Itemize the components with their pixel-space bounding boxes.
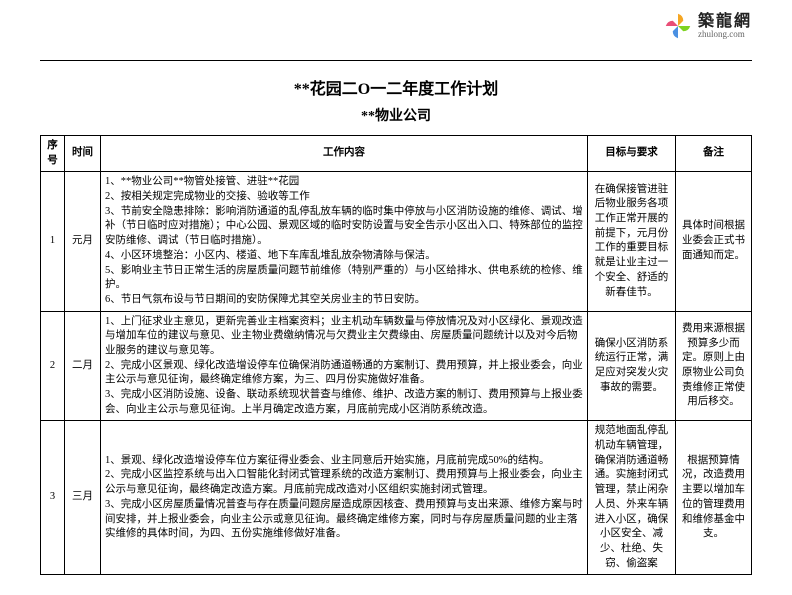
logo-en-text: zhulong.com [698, 30, 752, 39]
doc-title: **花园二O一二年度工作计划 [40, 75, 752, 99]
cell-content: 1、**物业公司**物管处接管、进驻**花园2、按相关规定完成物业的交接、验收等… [101, 172, 588, 311]
col-header-time: 时间 [65, 136, 101, 172]
cell-no: 1 [41, 172, 65, 311]
work-plan-table: 序号 时间 工作内容 目标与要求 备注 1元月1、**物业公司**物管处接管、进… [40, 135, 752, 575]
cell-time: 二月 [65, 311, 101, 421]
logo-cn-text: 築龍網 [698, 14, 752, 30]
cell-target: 确保小区消防系统运行正常，满足应对突发火灾事故的需要。 [588, 311, 676, 421]
cell-time: 三月 [65, 421, 101, 575]
cell-note: 费用来源根据预算多少而定。原则上由原物业公司负责维修正常使用后移交。 [676, 311, 752, 421]
table-row: 1元月1、**物业公司**物管处接管、进驻**花园2、按相关规定完成物业的交接、… [41, 172, 752, 311]
table-row: 2二月1、上门征求业主意见，更新完善业主档案资料；业主机动车辆数量与停放情况及对… [41, 311, 752, 421]
site-logo: 築龍網 zhulong.com [664, 12, 752, 40]
col-header-target: 目标与要求 [588, 136, 676, 172]
cell-content: 1、上门征求业主意见，更新完善业主档案资料；业主机动车辆数量与停放情况及对小区绿… [101, 311, 588, 421]
cell-time: 元月 [65, 172, 101, 311]
cell-target: 在确保接管进驻后物业服务各项工作正常开展的前提下，元月份工作的重要目标就是让业主… [588, 172, 676, 311]
cell-note: 根据预算情况，改造费用主要以增加车位的管理费用和维修基金中支。 [676, 421, 752, 575]
cell-no: 2 [41, 311, 65, 421]
cell-no: 3 [41, 421, 65, 575]
col-header-note: 备注 [676, 136, 752, 172]
cell-target: 规范地面乱停乱机动车辆管理，确保消防通道畅通。实施封闭式管理，禁止闲杂人员、外来… [588, 421, 676, 575]
table-row: 3三月1、景观、绿化改造增设停车位方案征得业委会、业主同意后开始实施，月底前完成… [41, 421, 752, 575]
col-header-content: 工作内容 [101, 136, 588, 172]
pinwheel-icon [664, 12, 692, 40]
cell-content: 1、景观、绿化改造增设停车位方案征得业委会、业主同意后开始实施，月底前完成50%… [101, 421, 588, 575]
col-header-no: 序号 [41, 136, 65, 172]
doc-subtitle: **物业公司 [40, 105, 752, 125]
table-header-row: 序号 时间 工作内容 目标与要求 备注 [41, 136, 752, 172]
cell-note: 具体时间根据业委会正式书面通知而定。 [676, 172, 752, 311]
